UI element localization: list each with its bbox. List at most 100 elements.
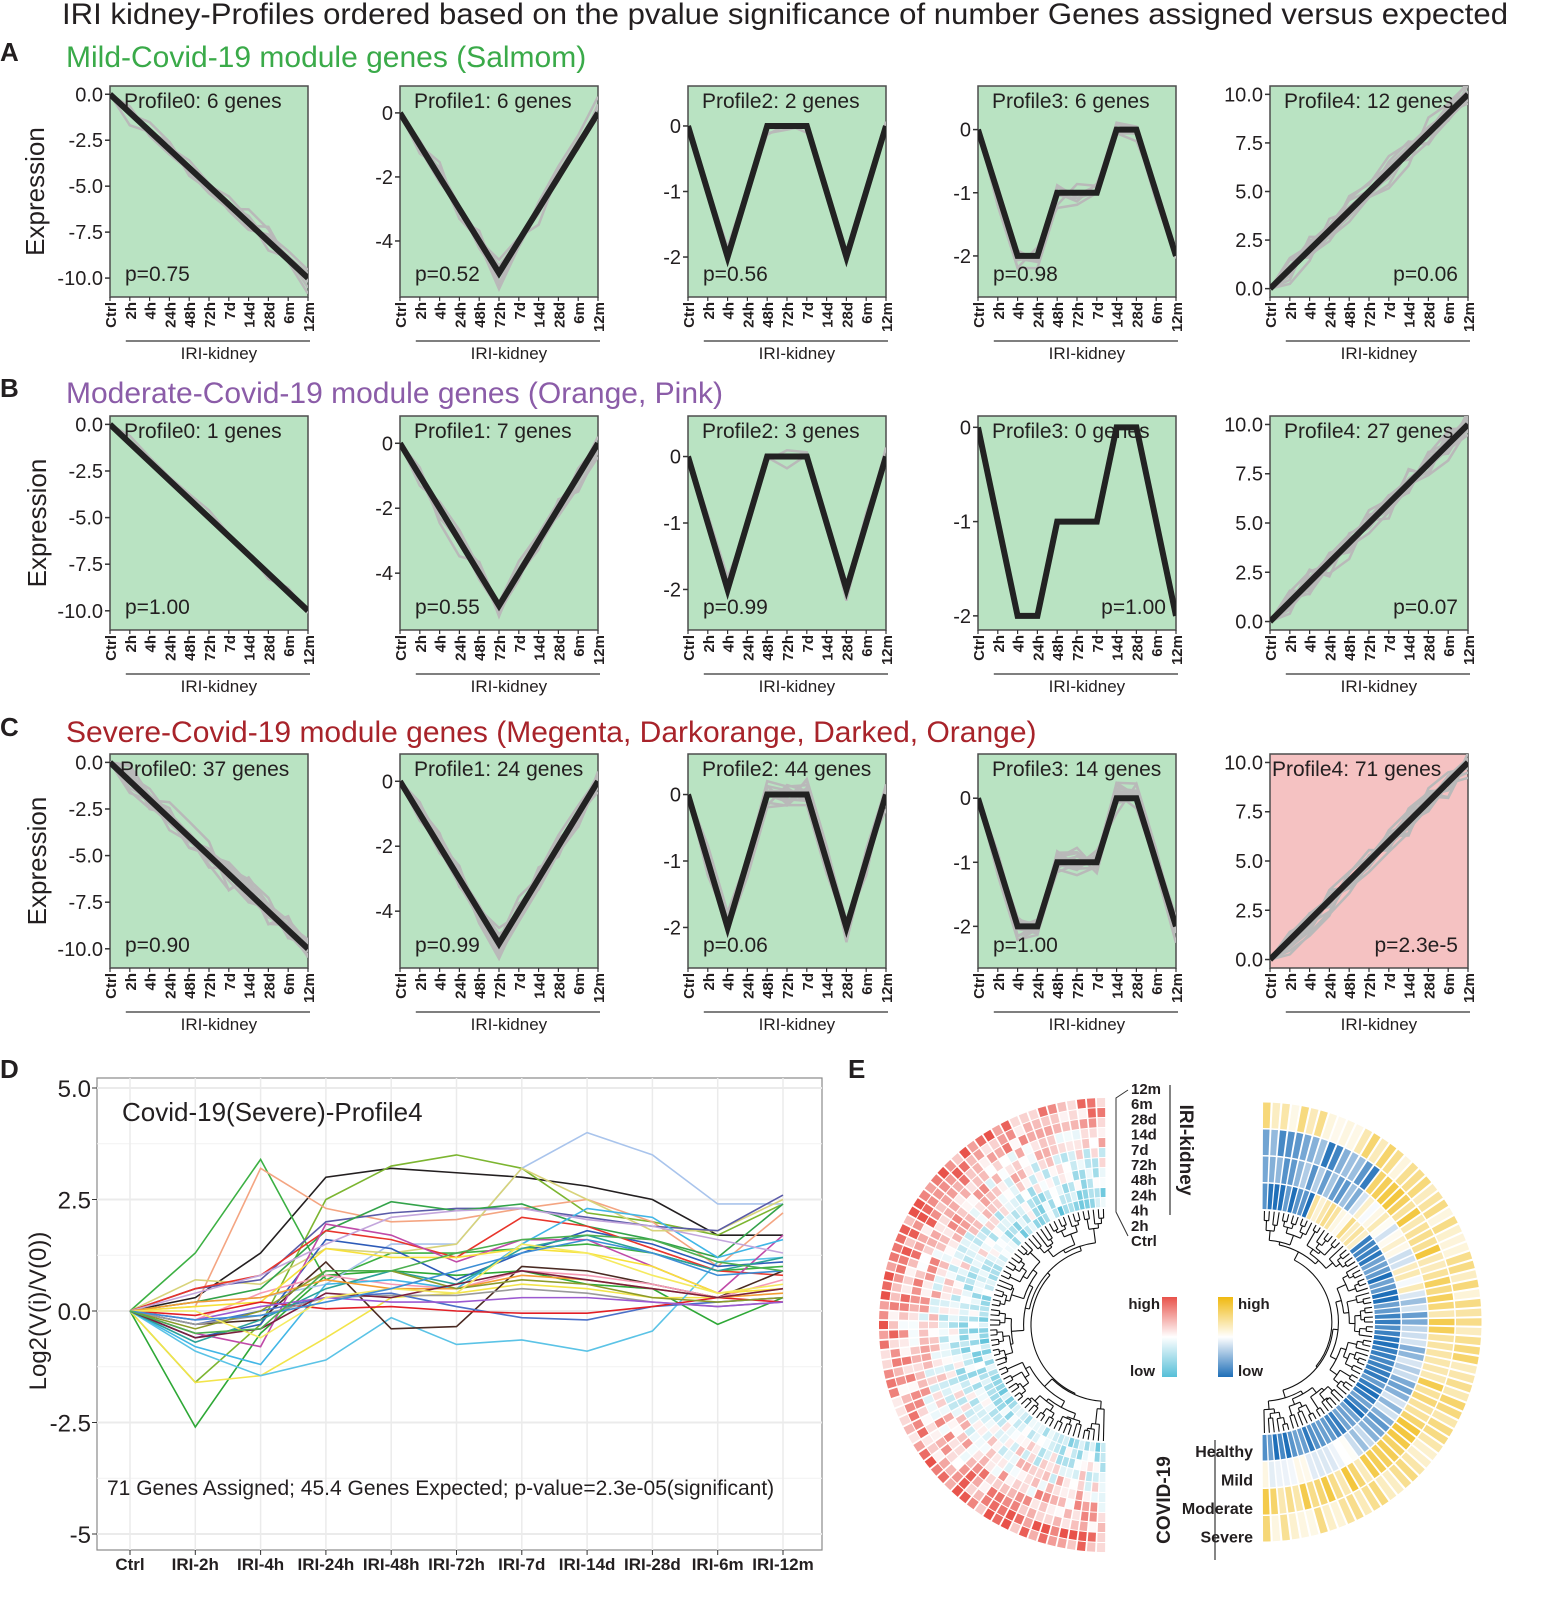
color-legend-bar xyxy=(1162,1297,1177,1377)
dendrogram-branch xyxy=(993,1294,1003,1298)
heatmap-cell xyxy=(1301,1192,1316,1218)
heatmap-cell xyxy=(924,1181,937,1194)
dendrogram-branch xyxy=(1345,1363,1353,1368)
heatmap-cell xyxy=(1001,1391,1012,1401)
heatmap-cell xyxy=(1396,1207,1421,1228)
y-tick-label: 0 xyxy=(382,771,393,793)
heatmap-cell xyxy=(913,1398,925,1409)
dendrogram-branch xyxy=(1306,1231,1316,1246)
dendrogram-branch xyxy=(1020,1397,1029,1405)
heatmap-cell xyxy=(948,1377,959,1386)
heatmap-cell xyxy=(977,1425,988,1436)
heatmap-cell xyxy=(1398,1350,1425,1362)
heatmap-cell xyxy=(908,1321,919,1329)
heatmap-cell xyxy=(1076,1449,1083,1460)
row-header: Severe-Covid-19 module genes (Megenta, D… xyxy=(66,716,1037,749)
dendrogram-branch xyxy=(1003,1295,1008,1305)
heatmap-cell xyxy=(1414,1384,1441,1400)
x-tick-label: 72h xyxy=(1070,302,1087,328)
heatmap-cell xyxy=(1079,1521,1088,1532)
heatmap-cell xyxy=(1328,1411,1347,1435)
dendrogram-branch xyxy=(1328,1245,1344,1260)
heatmap-cell xyxy=(988,1232,999,1242)
x-tick-label: 28d xyxy=(1421,302,1438,328)
heatmap-cell xyxy=(981,1294,992,1302)
heatmap-cell xyxy=(973,1489,985,1502)
y-tick-label: -5.0 xyxy=(69,846,103,868)
heatmap-cell xyxy=(1284,1486,1295,1513)
dendrogram-branch xyxy=(992,1348,999,1351)
plot-background xyxy=(687,415,887,631)
heatmap-cell xyxy=(1422,1268,1449,1281)
heatmap-cell xyxy=(1008,1225,1019,1236)
heatmap-cell xyxy=(1362,1206,1385,1229)
dendrogram-branch xyxy=(1288,1406,1293,1416)
heatmap-cell xyxy=(1378,1229,1403,1248)
heatmap-cell xyxy=(985,1473,997,1485)
dendrogram-branch xyxy=(992,1299,1001,1302)
heatmap-cell xyxy=(1412,1183,1438,1206)
heatmap-cell xyxy=(901,1393,913,1404)
x-tick-label: 2h xyxy=(701,635,718,653)
heatmap-cell xyxy=(1400,1214,1426,1234)
x-tick-label: 48h xyxy=(1050,973,1067,999)
heatmap-cell xyxy=(1411,1390,1438,1408)
dendrogram-branch xyxy=(1327,1386,1333,1392)
heatmap-cell xyxy=(992,1440,1003,1452)
dendrogram-branch xyxy=(1342,1274,1349,1279)
heatmap-cell xyxy=(889,1339,900,1349)
heatmap-cell xyxy=(1015,1407,1026,1418)
series-line xyxy=(130,1243,784,1339)
heatmap-cell xyxy=(1418,1191,1443,1213)
heatmap-cell xyxy=(932,1391,944,1401)
dendrogram-branch xyxy=(1072,1213,1076,1222)
heatmap-cell xyxy=(1332,1213,1352,1236)
dendrogram-branch xyxy=(1002,1335,1010,1337)
dendrogram-branch xyxy=(1035,1403,1039,1407)
heatmap-cell xyxy=(938,1457,951,1470)
y-tick-label: -10.0 xyxy=(57,268,103,290)
heatmap-cell xyxy=(1055,1475,1064,1486)
heatmap-cell xyxy=(1359,1165,1380,1190)
y-tick-label: -2 xyxy=(375,167,393,189)
heatmap-cell xyxy=(1039,1458,1049,1470)
profile-line xyxy=(400,779,598,950)
heatmap-cell xyxy=(1353,1424,1375,1448)
heatmap-cell xyxy=(1296,1428,1310,1454)
heatmap-cell xyxy=(1390,1255,1416,1270)
x-tick-label: 4h xyxy=(1011,973,1028,991)
dendrogram-branch xyxy=(995,1289,1004,1293)
dendrogram-branch xyxy=(1040,1228,1049,1241)
heatmap-cell xyxy=(1080,1460,1088,1471)
heatmap-cell xyxy=(979,1317,989,1322)
heatmap-cell xyxy=(1305,1108,1319,1135)
heatmap-cell xyxy=(944,1478,957,1491)
x-tick-label: 72h xyxy=(202,302,219,328)
dendrogram-branch xyxy=(995,1356,1006,1361)
heatmap-cell xyxy=(960,1237,972,1248)
heatmap-cell xyxy=(969,1328,979,1334)
heatmap-cell xyxy=(984,1460,996,1472)
heatmap-cell xyxy=(1031,1520,1042,1532)
heatmap-cell xyxy=(1023,1414,1033,1425)
chart-title: Covid-19(Severe)-Profile4 xyxy=(122,1097,423,1127)
dendrogram-branch xyxy=(1363,1301,1372,1305)
heatmap-cell xyxy=(1062,1204,1070,1215)
dendrogram-branch xyxy=(1293,1414,1299,1428)
panel-letter: B xyxy=(0,373,19,403)
dendrogram-branch xyxy=(1053,1228,1059,1232)
profile-title: Profile0: 1 genes xyxy=(124,420,282,443)
heatmap-cell xyxy=(1100,1198,1106,1208)
x-tick-label: 6m xyxy=(1441,302,1458,324)
x-tick-label: 2h xyxy=(413,302,430,320)
dendrogram-branch xyxy=(1359,1311,1362,1320)
y-axis-label: Expression xyxy=(22,459,52,588)
heatmap-cell xyxy=(1057,1101,1067,1113)
dendrogram-branch xyxy=(997,1361,1007,1366)
dendrogram-branch xyxy=(993,1353,1001,1356)
heatmap-cell xyxy=(1052,1175,1061,1186)
heatmap-cell xyxy=(1010,1430,1021,1441)
heatmap-cell xyxy=(962,1255,974,1265)
heatmap-cell xyxy=(976,1231,988,1242)
ring-group-label: COVID-19 xyxy=(1154,1456,1175,1544)
